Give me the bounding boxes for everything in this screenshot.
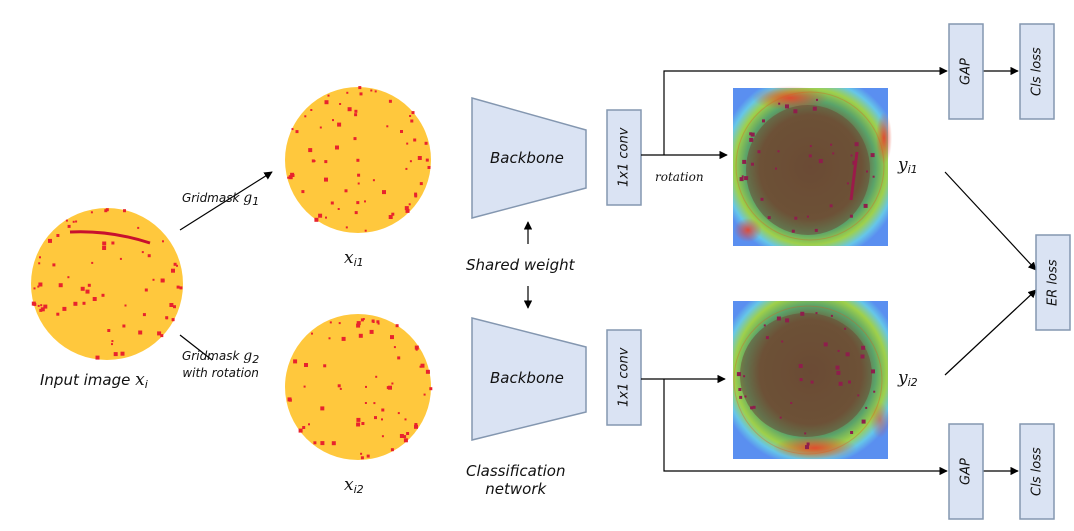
- xi1-var: x: [344, 248, 354, 268]
- backbone-bottom: [471, 317, 587, 441]
- cam-yi1: [733, 86, 892, 246]
- cls-loss-top-box: [1019, 23, 1055, 120]
- cam-yi1-defects: [739, 98, 875, 233]
- input-image-text: Input image: [40, 371, 131, 389]
- with-rotation-text: with rotation: [182, 366, 259, 380]
- yi2-sub: i2: [907, 376, 918, 389]
- xi1-sub: i1: [353, 256, 364, 269]
- to-gap-top-arrow: [663, 66, 948, 155]
- gap-top-label: GAP: [958, 58, 974, 85]
- yi1-to-er-arrow: [944, 171, 1037, 271]
- classification-text: Classification: [466, 462, 566, 480]
- classification-network-label: Classification network: [466, 462, 566, 498]
- network-text: network: [485, 480, 547, 498]
- input-image-sub: i: [144, 378, 148, 391]
- cam-yi2: [733, 301, 890, 460]
- rotation-label: rotation: [655, 170, 704, 184]
- shared-weight-label: Shared weight: [466, 256, 575, 274]
- wafer-xi1: [285, 86, 431, 233]
- gridmask2-var: g: [243, 348, 253, 364]
- gridmask2-line: [179, 334, 213, 361]
- wafer-xi2: [285, 314, 433, 460]
- gridmask1-arrow: [179, 171, 273, 231]
- gap-bottom-box: [948, 423, 984, 520]
- input-wafer-defects: [31, 208, 183, 360]
- yi2-to-er-arrow: [944, 289, 1037, 376]
- gridmask1-label: Gridmask g1: [182, 190, 259, 208]
- wafer-xi2-defects: [287, 318, 433, 460]
- gridmask1-text: Gridmask: [182, 191, 240, 205]
- gridmask2-text: Gridmask: [182, 349, 240, 363]
- input-image-var: x: [135, 370, 145, 390]
- backbone-top-label: Backbone: [490, 149, 564, 167]
- gridmask1-sub: 1: [252, 195, 260, 208]
- conv-top-label: 1x1 conv: [616, 127, 632, 188]
- cls-loss-bottom-box: [1019, 423, 1055, 520]
- conv-bottom-box: [606, 329, 642, 426]
- yi1-sub: i1: [907, 163, 918, 176]
- wafer-xi1-defects: [287, 86, 431, 232]
- yi1-label: yi1: [898, 155, 918, 176]
- xi2-sub: i2: [353, 483, 364, 496]
- cls-loss-top-label: Cls loss: [1029, 47, 1045, 96]
- yi2-label: yi2: [898, 368, 918, 389]
- er-loss-box: [1035, 234, 1071, 331]
- input-image-label: Input image xi: [40, 370, 148, 391]
- xi2-var: x: [344, 475, 354, 495]
- backbone-bottom-label: Backbone: [490, 369, 564, 387]
- xi1-label: xi1: [344, 248, 364, 269]
- cls-loss-bottom-label: Cls loss: [1029, 447, 1045, 496]
- yi1-var: y: [898, 155, 908, 175]
- gridmask2-sub: 2: [252, 353, 260, 366]
- cam-yi2-defects: [736, 311, 876, 450]
- gridmask1-var: g: [243, 190, 253, 206]
- xi2-label: xi2: [344, 475, 364, 496]
- conv-top-box: [606, 109, 642, 206]
- gridmask2-label: Gridmask g2 with rotation: [182, 348, 259, 380]
- gap-top-box: [948, 23, 984, 120]
- conv-bottom-label: 1x1 conv: [616, 347, 632, 408]
- er-loss-label: ER loss: [1045, 259, 1061, 306]
- backbone-top: [471, 97, 587, 219]
- yi2-var: y: [898, 368, 908, 388]
- input-wafer: [31, 208, 183, 360]
- gap-bottom-label: GAP: [958, 458, 974, 485]
- to-gap-bottom-arrow: [663, 379, 948, 476]
